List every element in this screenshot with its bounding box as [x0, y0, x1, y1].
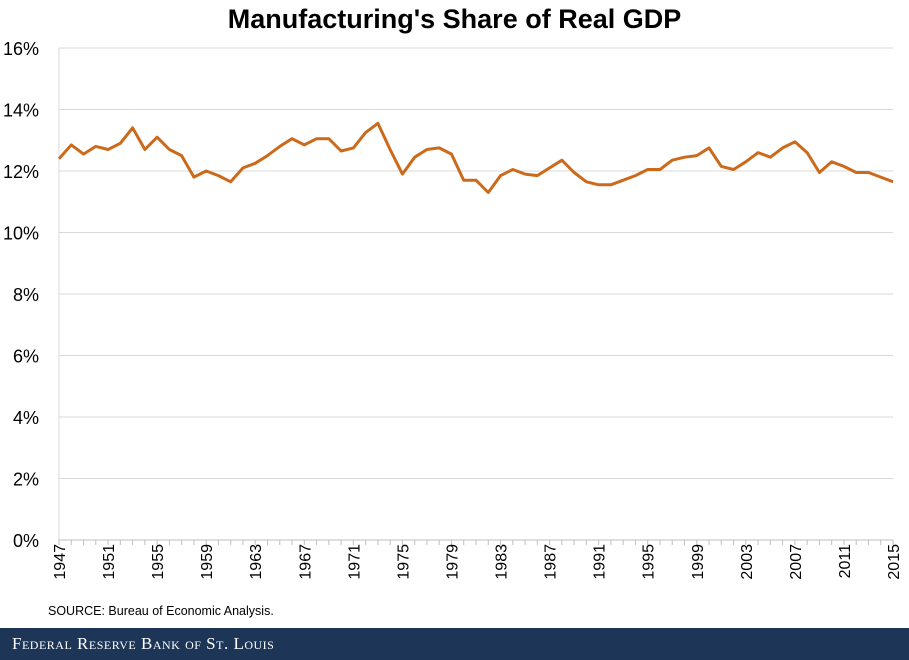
x-tick-label: 1947 [52, 544, 69, 580]
x-tick-label: 1995 [641, 544, 658, 580]
y-tick-label: 2% [13, 470, 39, 490]
x-tick-label: 2003 [739, 544, 756, 580]
series-line [57, 121, 894, 194]
y-tick-label: 0% [13, 531, 39, 551]
x-tick-label: 1971 [346, 544, 363, 580]
x-tick-label: 1979 [444, 544, 461, 580]
x-tick-label: 1999 [690, 544, 707, 580]
x-tick-label: 1959 [199, 544, 216, 580]
x-tick-label: 1987 [543, 544, 560, 580]
x-tick-label: 1951 [101, 544, 118, 580]
x-tick-label: 1983 [494, 544, 511, 580]
line-chart: 0% 2% 4% 6% 8% 10% 12% 14% 16% 1947 1951 1955 1959 19… [3, 39, 903, 580]
y-tick-label: 14% [3, 101, 39, 121]
x-tick-label: 1975 [395, 544, 412, 580]
y-tick-label: 6% [13, 347, 39, 367]
x-tick-label: 2007 [788, 544, 805, 580]
chart-title: Manufacturing's Share of Real GDP [227, 4, 682, 34]
x-tick-label: 1991 [592, 544, 609, 580]
y-tick-label: 8% [13, 285, 39, 305]
y-tick-label: 10% [3, 224, 39, 244]
footer-logo-text: Federal Reserve Bank of St. Louis [12, 634, 275, 653]
x-tick-label: 1955 [150, 544, 167, 580]
y-tick-label: 12% [3, 162, 39, 182]
x-tick-label: 1967 [297, 544, 314, 580]
y-tick-label: 4% [13, 408, 39, 428]
x-tick-label: 2011 [837, 544, 854, 579]
source-note: SOURCE: Bureau of Economic Analysis. [48, 604, 274, 618]
footer-bar: Federal Reserve Bank of St. Louis [0, 628, 909, 660]
y-tick-label: 16% [3, 39, 39, 59]
x-tick-label: 1963 [248, 544, 265, 580]
x-tick-label: 2015 [886, 544, 903, 580]
